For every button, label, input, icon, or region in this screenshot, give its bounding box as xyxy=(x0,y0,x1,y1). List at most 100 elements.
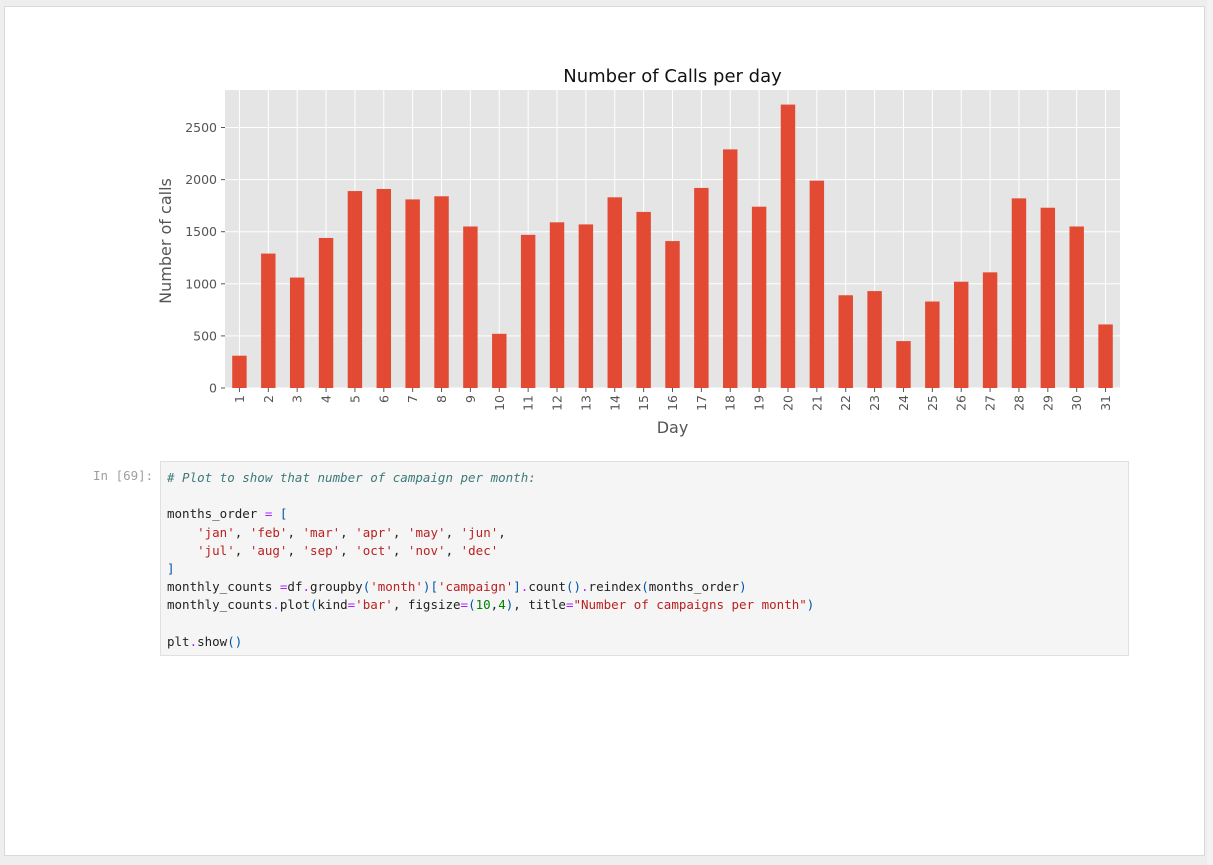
x-tick-label: 15 xyxy=(636,395,651,411)
code-token: = xyxy=(565,597,574,613)
code-token: ( xyxy=(310,597,318,613)
code-token: kind xyxy=(317,597,348,613)
code-token: 'dec' xyxy=(460,542,499,558)
y-tick-label: 2000 xyxy=(185,172,217,187)
bar xyxy=(232,355,247,388)
x-tick-label: 9 xyxy=(463,395,478,403)
y-tick-label: 1500 xyxy=(185,224,217,239)
code-token: 'bar' xyxy=(355,597,393,613)
x-tick-label: 26 xyxy=(954,395,969,411)
y-axis-label: Number of calls xyxy=(156,178,175,304)
x-tick-label: 25 xyxy=(925,395,940,411)
x-tick-label: 11 xyxy=(521,395,536,411)
x-tick-label: 3 xyxy=(290,395,305,403)
window-scrollbar-track[interactable] xyxy=(1207,0,1213,865)
bar xyxy=(434,196,449,388)
bar xyxy=(1011,198,1027,388)
code-token: . xyxy=(581,579,589,595)
bar xyxy=(549,222,565,388)
code-token: plot xyxy=(279,597,310,613)
code-token: , title xyxy=(513,597,566,613)
code-token: df xyxy=(287,579,303,595)
code-token xyxy=(272,506,280,521)
x-tick-label: 22 xyxy=(838,395,853,411)
x-tick-label: 10 xyxy=(492,395,507,411)
code-token: ] xyxy=(513,579,521,595)
code-token: ( xyxy=(468,597,476,613)
code-cell[interactable]: # Plot to show that number of campaign p… xyxy=(160,461,1129,656)
code-token: , xyxy=(490,597,499,613)
bar xyxy=(809,180,825,388)
code-token: months_order xyxy=(167,506,265,522)
bar xyxy=(780,104,796,389)
code-token: . xyxy=(189,633,198,649)
bar xyxy=(896,341,911,388)
code-token: 'may' xyxy=(407,524,446,540)
code-line: ] xyxy=(167,560,1122,578)
bar xyxy=(723,149,738,388)
x-tick-label: 6 xyxy=(376,395,391,403)
code-token: plt xyxy=(167,633,190,649)
y-tick-label: 0 xyxy=(209,381,217,396)
code-token: , figsize xyxy=(392,597,461,613)
code-token: show xyxy=(197,633,228,649)
code-token: ] xyxy=(167,561,175,577)
code-token: 'aug' xyxy=(249,542,288,558)
code-token: reindex xyxy=(588,579,642,595)
code-token: 'jun' xyxy=(460,524,499,540)
code-token: , xyxy=(445,542,461,558)
code-line: monthly_counts.plot(kind='bar', figsize=… xyxy=(167,596,1122,614)
x-tick-label: 30 xyxy=(1069,395,1084,411)
bar xyxy=(607,197,622,388)
code-line xyxy=(167,615,1122,633)
code-token: 'oct' xyxy=(355,542,393,558)
bar xyxy=(347,191,363,388)
code-token: , xyxy=(392,524,408,540)
code-token: count xyxy=(528,579,566,595)
code-token: = xyxy=(279,579,288,595)
code-line: 'jan', 'feb', 'mar', 'apr', 'may', 'jun'… xyxy=(167,524,1122,542)
bar xyxy=(867,291,882,388)
code-token: 'sep' xyxy=(302,542,341,558)
bar xyxy=(982,272,998,388)
bar xyxy=(520,234,536,388)
code-editor[interactable]: # Plot to show that number of campaign p… xyxy=(161,462,1128,658)
code-token: 'jul' xyxy=(197,542,235,558)
code-token: ( xyxy=(362,579,371,595)
x-tick-label: 12 xyxy=(550,395,565,411)
code-token: ) xyxy=(739,579,747,595)
code-line: monthly_counts =df.groupby('month')['cam… xyxy=(167,578,1122,596)
code-token xyxy=(167,543,197,558)
x-tick-label: 8 xyxy=(434,395,449,403)
code-token: months_order xyxy=(648,579,740,595)
code-token: monthly_counts xyxy=(167,579,280,595)
bar xyxy=(953,281,969,388)
code-line: plt.show() xyxy=(167,633,1122,651)
code-token: groupby xyxy=(310,579,363,595)
x-tick-label: 24 xyxy=(896,395,911,411)
cell-prompt: In [69]: xyxy=(93,468,154,483)
bar xyxy=(1040,207,1056,388)
chart-title: Number of Calls per day xyxy=(563,66,782,87)
x-tick-label: 13 xyxy=(578,395,593,411)
bar xyxy=(1098,324,1113,388)
code-token: 'jan' xyxy=(197,524,235,540)
y-tick-label: 1000 xyxy=(185,276,217,291)
code-token: 4 xyxy=(498,597,506,613)
x-tick-label: 18 xyxy=(723,395,738,411)
y-tick-label: 500 xyxy=(193,328,217,343)
code-token: . xyxy=(302,579,311,595)
code-token: , xyxy=(445,524,461,540)
code-token: 'feb' xyxy=(249,524,288,540)
x-tick-label: 4 xyxy=(319,395,334,403)
code-token: () xyxy=(227,633,243,649)
x-tick-label: 31 xyxy=(1098,395,1113,411)
x-tick-label: 16 xyxy=(665,395,680,411)
code-token: 'campaign' xyxy=(437,579,514,595)
code-token: 'mar' xyxy=(302,524,341,540)
x-tick-label: 28 xyxy=(1011,395,1026,411)
bar xyxy=(665,241,680,388)
bar xyxy=(925,301,940,388)
code-token: () xyxy=(565,579,582,595)
